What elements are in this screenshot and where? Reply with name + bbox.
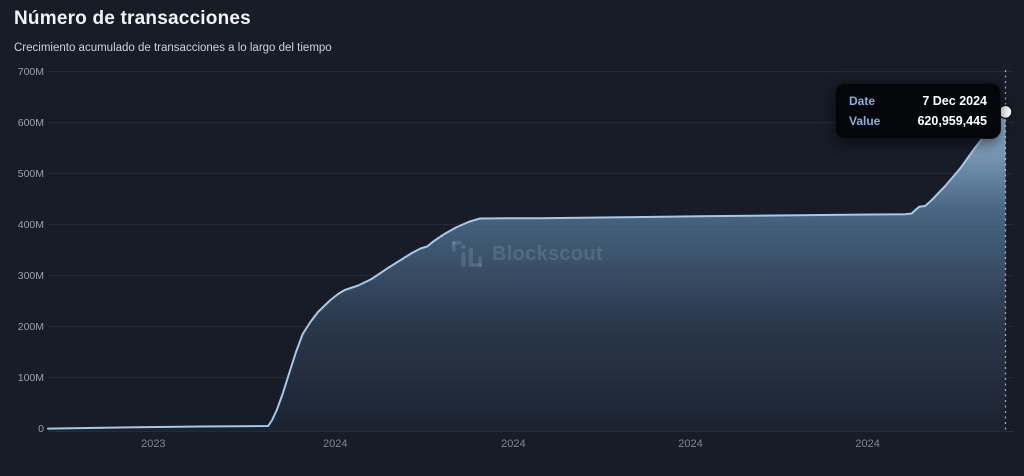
y-axis-label: 500M — [18, 168, 44, 180]
tooltip-date-label: Date — [849, 94, 876, 108]
y-axis-label: 700M — [18, 66, 44, 78]
tooltip-value-value: 620,959,445 — [917, 114, 987, 128]
series-line — [47, 110, 1007, 430]
y-axis-label: 400M — [18, 219, 44, 231]
page-title: Número de transacciones — [14, 8, 251, 29]
tooltip-value-row: Value 620,959,445 — [849, 114, 987, 128]
x-axis-label: 2023 — [141, 438, 165, 450]
y-axis-label: 0 — [38, 423, 44, 435]
chart-tooltip: Date 7 Dec 2024 Value 620,959,445 — [835, 83, 1001, 139]
y-axis-label: 300M — [18, 270, 44, 282]
tooltip-value-label: Value — [849, 114, 881, 128]
x-axis-label: 2024 — [501, 438, 525, 450]
area-fill — [48, 111, 1006, 432]
y-axis-label: 200M — [18, 321, 44, 333]
tooltip-date-value: 7 Dec 2024 — [922, 94, 987, 108]
x-axis-label: 2024 — [855, 438, 879, 450]
tooltip-date-row: Date 7 Dec 2024 — [849, 94, 987, 108]
y-axis-label: 600M — [18, 117, 44, 129]
y-axis-label: 100M — [18, 372, 44, 384]
x-axis-label: 2024 — [678, 438, 702, 450]
x-axis-label: 2024 — [323, 438, 347, 450]
chart-subtitle: Crecimiento acumulado de transacciones a… — [14, 42, 332, 54]
